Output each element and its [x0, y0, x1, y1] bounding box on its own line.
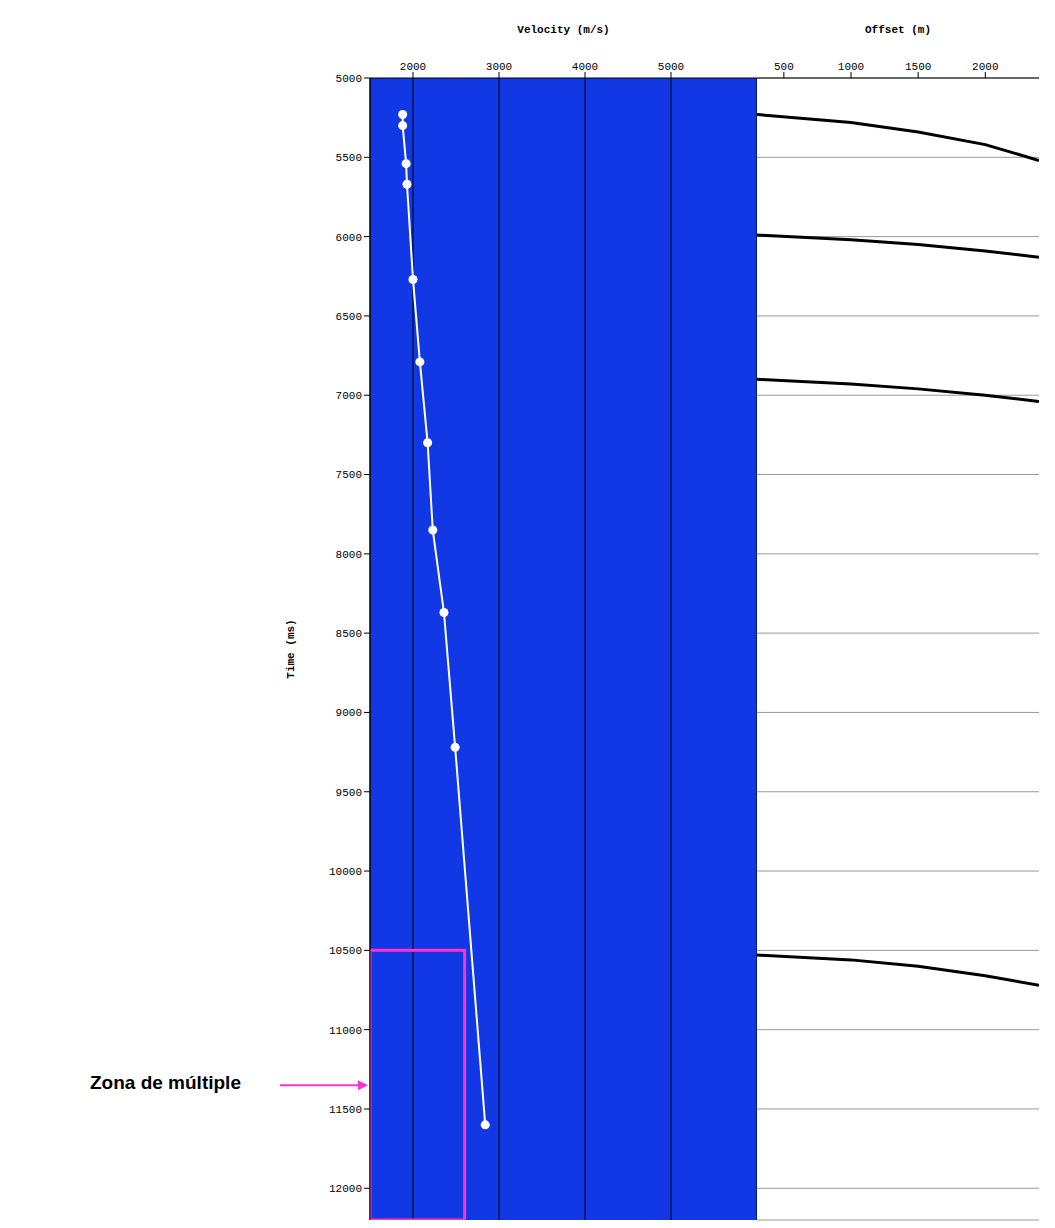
svg-text:5500: 5500 — [336, 152, 362, 164]
svg-text:8500: 8500 — [336, 628, 362, 640]
svg-text:Velocity (m/s): Velocity (m/s) — [517, 24, 609, 36]
svg-text:7500: 7500 — [336, 469, 362, 481]
svg-text:11500: 11500 — [329, 1104, 362, 1116]
svg-text:7000: 7000 — [336, 390, 362, 402]
svg-text:500: 500 — [774, 61, 794, 73]
svg-text:10500: 10500 — [329, 945, 362, 957]
svg-text:5000: 5000 — [658, 61, 684, 73]
svg-text:1000: 1000 — [838, 61, 864, 73]
svg-text:4000: 4000 — [572, 61, 598, 73]
svg-text:11000: 11000 — [329, 1025, 362, 1037]
svg-text:2000: 2000 — [400, 61, 426, 73]
svg-text:2000: 2000 — [972, 61, 998, 73]
html-text:Zona de múltiple: Zona de múltiple — [90, 1072, 241, 1094]
svg-text:10000: 10000 — [329, 866, 362, 878]
svg-text:8000: 8000 — [336, 549, 362, 561]
svg-text:9500: 9500 — [336, 787, 362, 799]
svg-text:12000: 12000 — [329, 1183, 362, 1195]
svg-text:6500: 6500 — [336, 311, 362, 323]
svg-text:3000: 3000 — [486, 61, 512, 73]
svg-text:5000: 5000 — [336, 73, 362, 85]
svg-text:Offset (m): Offset (m) — [865, 24, 931, 36]
svg-text:Time (ms): Time (ms) — [285, 619, 297, 678]
svg-text:1500: 1500 — [905, 61, 931, 73]
svg-text:9000: 9000 — [336, 707, 362, 719]
svg-text:6000: 6000 — [336, 232, 362, 244]
